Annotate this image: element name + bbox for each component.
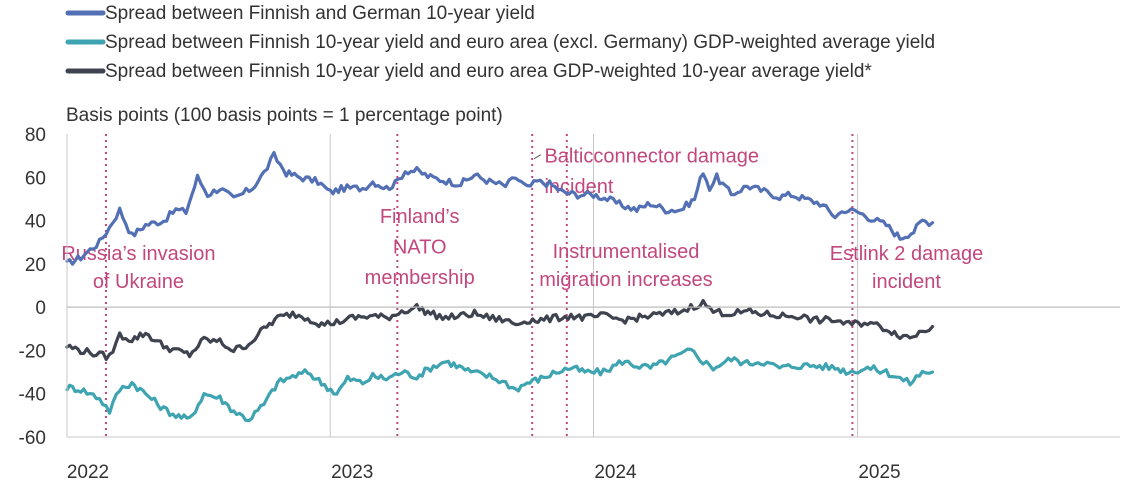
event-label-2: NATO <box>393 237 447 259</box>
x-tick-label: 2023 <box>331 462 373 481</box>
legend-label-2: Spread between Finnish 10-year yield and… <box>105 32 935 53</box>
y-tick-label: -20 <box>19 341 46 362</box>
legend-label-1: Spread between Finnish and German 10-yea… <box>105 3 535 24</box>
y-tick-label: 0 <box>35 298 46 319</box>
event-label-1: of Ukraine <box>93 271 184 293</box>
series-lines <box>67 153 933 421</box>
series-line-2 <box>67 349 933 421</box>
y-tick-label: -40 <box>19 385 46 406</box>
x-tick-label: 2025 <box>858 462 900 481</box>
series-line-3 <box>67 301 933 360</box>
event-label-2: Finland’s <box>380 206 460 228</box>
x-tick-label: 2022 <box>67 462 109 481</box>
event-label-4: migration increases <box>539 269 712 291</box>
legend-label-3: Spread between Finnish 10-year yield and… <box>105 61 872 82</box>
y-tick-label: -60 <box>19 428 46 449</box>
event-label-2: membership <box>365 267 475 289</box>
y-tick-label: 80 <box>25 125 46 146</box>
event-leader-line <box>534 155 541 159</box>
event-label-5: Estlink 2 damage <box>830 243 983 265</box>
y-tick-label: 60 <box>25 168 46 189</box>
y-tick-label: 20 <box>25 255 46 276</box>
y-axis-unit-label: Basis points (100 basis points = 1 perce… <box>66 105 503 126</box>
event-label-4: Instrumentalised <box>553 241 700 263</box>
legend: Spread between Finnish and German 10-yea… <box>68 3 935 82</box>
event-label-3: Balticconnector damage <box>544 146 759 168</box>
event-label-5: incident <box>872 271 941 293</box>
x-tick-label: 2024 <box>594 462 637 481</box>
y-tick-label: 40 <box>25 212 46 233</box>
